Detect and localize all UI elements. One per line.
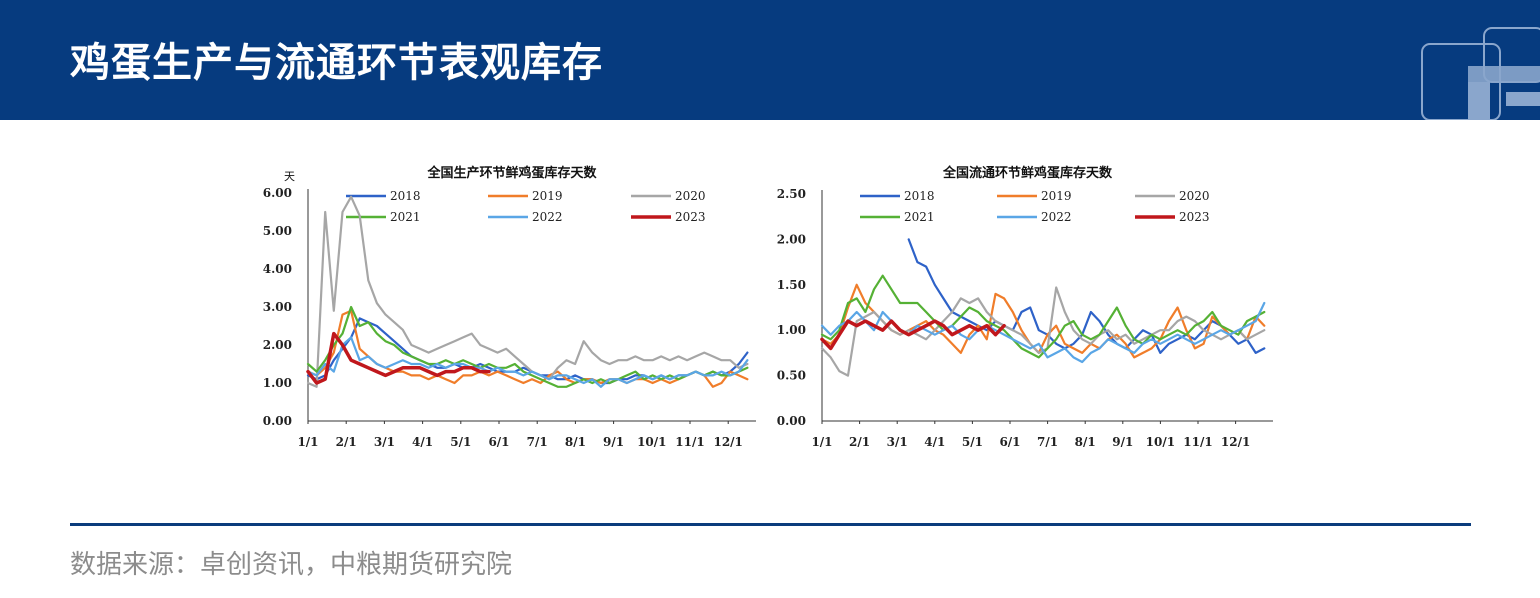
y-tick-label: 2.50 (777, 187, 806, 201)
x-tick-label: 6/1 (999, 435, 1020, 449)
x-tick-label: 1/1 (297, 435, 318, 449)
legend-label: 2022 (532, 210, 563, 224)
x-tick-label: 12/1 (713, 435, 742, 449)
x-tick-label: 1/1 (811, 435, 832, 449)
x-tick-label: 7/1 (1037, 435, 1058, 449)
chart-svg: 全国生产环节鲜鸡蛋库存天数 天 0.00 1.00 2.00 3.00 4.00 5.00 6.… (263, 165, 756, 449)
y-tick-label: 1.50 (777, 278, 806, 292)
chart-title: 全国流通环节鲜鸡蛋库存天数 (942, 165, 1113, 181)
legend-label: 2018 (390, 189, 421, 203)
footer-divider (70, 523, 1471, 526)
legend-label: 2020 (675, 189, 706, 203)
x-tick-label: 3/1 (374, 435, 395, 449)
legend-label: 2020 (1179, 189, 1210, 203)
brand-logo-icon (1421, 27, 1540, 120)
x-tick-label: 4/1 (924, 435, 945, 449)
y-tick-label: 0.50 (777, 369, 806, 383)
series-line-2021 (820, 274, 1266, 359)
x-tick-label: 11/1 (1183, 435, 1212, 449)
series-line-2023 (306, 331, 491, 385)
series-line-2022 (306, 336, 749, 388)
x-tick-label: 12/1 (1221, 435, 1250, 449)
y-tick-label: 4.00 (263, 262, 292, 276)
y-axis-unit-label: 天 (284, 170, 295, 183)
x-tick-label: 9/1 (1112, 435, 1133, 449)
production-inventory-chart: 全国生产环节鲜鸡蛋库存天数 天 0.00 1.00 2.00 3.00 4.00 5.00 6.… (256, 150, 776, 464)
series-line-2023 (820, 319, 1006, 351)
legend-label: 2019 (532, 189, 563, 203)
x-tick-label: 2/1 (849, 435, 870, 449)
legend-label: 2023 (675, 210, 706, 224)
y-tick-label: 2.00 (777, 232, 806, 246)
x-tick-label: 3/1 (887, 435, 908, 449)
y-tick-label: 6.00 (263, 186, 292, 200)
chart-title: 全国生产环节鲜鸡蛋库存天数 (426, 165, 597, 181)
series-line-2018 (907, 238, 1266, 354)
legend-label: 2022 (1041, 210, 1072, 224)
legend-label: 2018 (904, 189, 935, 203)
x-tick-label: 10/1 (1146, 435, 1175, 449)
x-tick-label: 11/1 (675, 435, 704, 449)
legend-label: 2021 (390, 210, 421, 224)
data-source: 数据来源：卓创资讯，中粮期货研究院 (70, 550, 513, 580)
legend-label: 2019 (1041, 189, 1072, 203)
y-tick-label: 0.00 (777, 414, 806, 428)
x-tick-label: 8/1 (1075, 435, 1096, 449)
x-tick-label: 5/1 (962, 435, 983, 449)
y-tick-label: 3.00 (263, 300, 292, 314)
y-tick-label: 1.00 (777, 323, 806, 337)
x-tick-label: 4/1 (412, 435, 433, 449)
x-tick-label: 10/1 (637, 435, 666, 449)
circulation-inventory-chart: 全国流通环节鲜鸡蛋库存天数 0.00 0.50 1.00 1.50 2.00 2.50 1/1… (765, 150, 1295, 464)
x-tick-label: 8/1 (565, 435, 586, 449)
y-tick-label: 0.00 (263, 414, 292, 428)
series-line-2019 (820, 283, 1266, 359)
header-bar: 鸡蛋生产与流通环节表观库存 (0, 0, 1540, 120)
y-tick-label: 5.00 (263, 224, 292, 238)
y-tick-label: 1.00 (263, 376, 292, 390)
x-tick-label: 9/1 (603, 435, 624, 449)
x-tick-label: 5/1 (450, 435, 471, 449)
legend-label: 2021 (904, 210, 935, 224)
x-tick-label: 6/1 (488, 435, 509, 449)
page-title: 鸡蛋生产与流通环节表观库存 (70, 40, 603, 86)
y-tick-label: 2.00 (263, 338, 292, 352)
x-tick-label: 2/1 (336, 435, 357, 449)
chart-svg: 全国流通环节鲜鸡蛋库存天数 0.00 0.50 1.00 1.50 2.00 2.50 1/1… (777, 165, 1273, 449)
legend-label: 2023 (1179, 210, 1210, 224)
series-line-2020 (306, 195, 749, 388)
x-tick-label: 7/1 (527, 435, 548, 449)
